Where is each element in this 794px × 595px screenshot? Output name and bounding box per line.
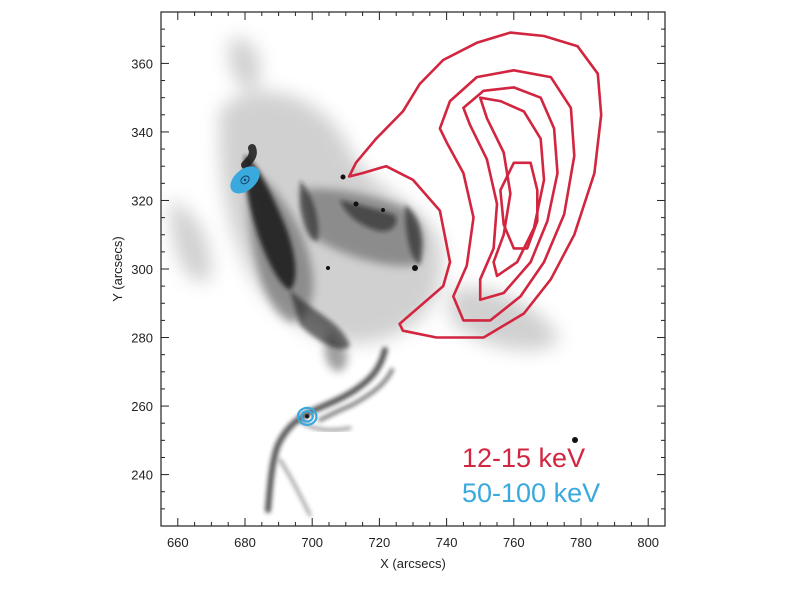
red-contour-level-2 xyxy=(438,69,576,322)
x-axis-label: X (arcsecs) xyxy=(380,556,446,571)
legend: 12-15 keV 50-100 keV xyxy=(462,443,600,508)
blue-footpoint-2 xyxy=(296,406,318,426)
x-tick-label: 740 xyxy=(436,535,458,550)
x-tick-label: 720 xyxy=(369,535,391,550)
x-axis: 660 680 700 720 740 760 780 800 xyxy=(167,12,659,550)
y-tick-label: 280 xyxy=(131,331,153,346)
y-tick-label: 260 xyxy=(131,399,153,414)
blue-footpoint-1 xyxy=(230,166,260,194)
y-tick-label: 240 xyxy=(131,468,153,483)
x-tick-label: 680 xyxy=(234,535,256,550)
flare-image xyxy=(170,38,578,517)
y-axis: 240 260 280 300 320 340 360 xyxy=(131,11,665,527)
x-tick-label: 780 xyxy=(570,535,592,550)
legend-label-red: 12-15 keV xyxy=(462,443,585,473)
y-tick-label: 340 xyxy=(131,125,153,140)
legend-label-blue: 50-100 keV xyxy=(462,478,600,508)
y-tick-label: 360 xyxy=(131,56,153,71)
red-contour-level-1 xyxy=(347,31,603,339)
x-tick-label: 800 xyxy=(637,535,659,550)
red-contour-group xyxy=(347,31,603,339)
x-tick-label: 700 xyxy=(301,535,323,550)
red-contour-level-4 xyxy=(478,96,546,278)
x-tick-label: 760 xyxy=(503,535,525,550)
x-tick-label: 660 xyxy=(167,535,189,550)
red-contour-level-5 xyxy=(499,161,539,250)
red-contour-level-3 xyxy=(462,86,559,302)
y-axis-label: Y (arcsecs) xyxy=(110,236,125,302)
y-tick-label: 300 xyxy=(131,262,153,277)
y-tick-label: 320 xyxy=(131,193,153,208)
blue-source-group xyxy=(230,166,318,426)
